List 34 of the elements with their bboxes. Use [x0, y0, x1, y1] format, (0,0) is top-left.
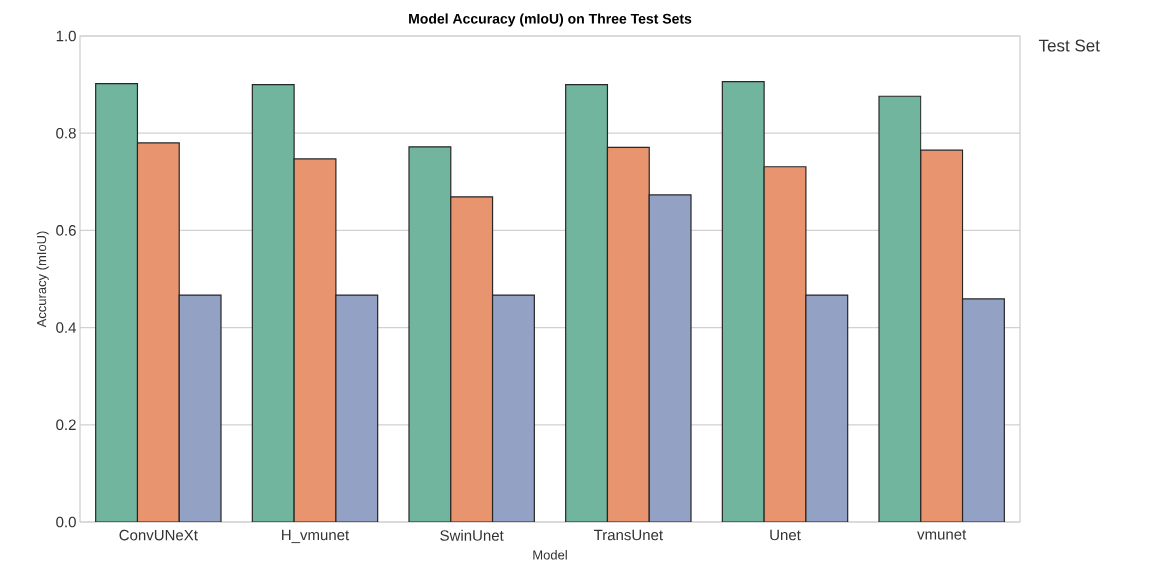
bar [961, 298, 1005, 522]
y-tick-label: 0.0 [56, 516, 76, 528]
legend-title: Test Set [1038, 39, 1100, 52]
y-tick-label: 0.4 [56, 322, 77, 333]
x-tick-label: vmunet [917, 529, 967, 540]
y-tick-label: 0.2 [56, 419, 76, 431]
bar [764, 166, 806, 522]
bar [409, 146, 451, 522]
bar [137, 142, 180, 522]
x-tick-label: H_vmunet [282, 529, 350, 544]
x-tick-label: Unet [770, 529, 801, 541]
bar [252, 84, 295, 522]
bar [450, 196, 493, 522]
bar [607, 147, 650, 522]
bar [179, 295, 222, 522]
chart-title: Model Accuracy (mIoU) on Three Test Sets [409, 13, 692, 27]
bar [878, 95, 922, 522]
y-axis-title: Accuracy (mIoU) [36, 231, 49, 328]
bar [294, 158, 336, 522]
bar [335, 295, 378, 522]
bar [722, 81, 765, 522]
x-tick-label: SwinUnet [440, 529, 504, 541]
bar [565, 84, 608, 522]
x-tick-label: ConvUNeXt [119, 529, 198, 541]
x-axis-title: Model [533, 549, 567, 560]
y-tick-label: 0.6 [56, 225, 76, 236]
bar [492, 295, 535, 522]
y-tick-label: 0.8 [56, 127, 76, 139]
bar [95, 83, 138, 522]
bar [920, 149, 964, 522]
x-tick-label: TransUnet [593, 529, 663, 541]
bar [805, 295, 848, 522]
bar [649, 194, 692, 522]
y-tick-label: 1.0 [56, 30, 76, 42]
